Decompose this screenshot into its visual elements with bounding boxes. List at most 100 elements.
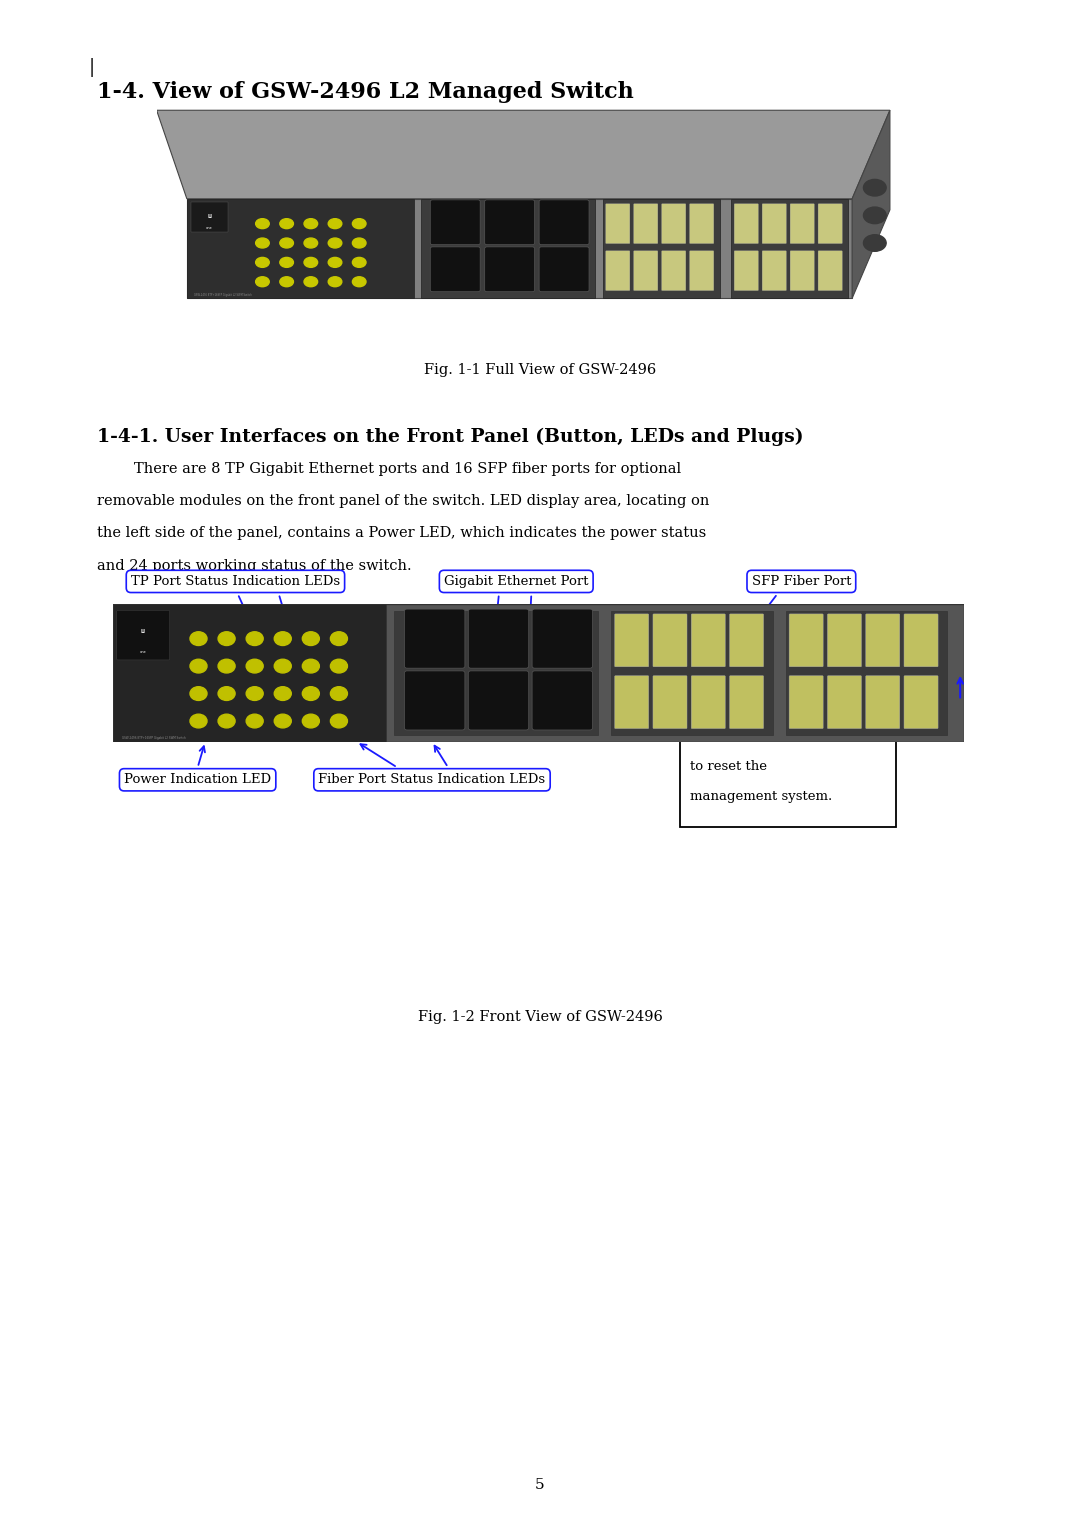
Circle shape	[305, 276, 318, 287]
FancyBboxPatch shape	[690, 204, 714, 244]
FancyBboxPatch shape	[532, 609, 593, 668]
Circle shape	[328, 276, 341, 287]
Circle shape	[352, 258, 366, 267]
Text: Fig. 1-2 Front View of GSW-2496: Fig. 1-2 Front View of GSW-2496	[418, 1010, 662, 1024]
FancyBboxPatch shape	[904, 676, 939, 728]
FancyBboxPatch shape	[789, 613, 823, 667]
FancyBboxPatch shape	[485, 200, 535, 244]
FancyBboxPatch shape	[762, 250, 786, 290]
FancyBboxPatch shape	[680, 690, 896, 827]
Text: one: one	[206, 226, 213, 229]
Circle shape	[256, 238, 269, 249]
FancyBboxPatch shape	[662, 204, 686, 244]
Circle shape	[330, 687, 348, 700]
FancyBboxPatch shape	[117, 610, 170, 659]
Text: Power Indication LED: Power Indication LED	[124, 774, 271, 786]
FancyBboxPatch shape	[113, 604, 386, 742]
Circle shape	[302, 632, 320, 645]
FancyBboxPatch shape	[866, 613, 900, 667]
FancyBboxPatch shape	[789, 676, 823, 728]
Circle shape	[302, 714, 320, 728]
Circle shape	[246, 714, 264, 728]
FancyBboxPatch shape	[539, 200, 589, 244]
Text: GSW-2496 8TP+16SFP Gigabit L2 SWM Switch: GSW-2496 8TP+16SFP Gigabit L2 SWM Switch	[194, 293, 253, 296]
Circle shape	[280, 276, 294, 287]
Polygon shape	[157, 110, 890, 198]
FancyBboxPatch shape	[606, 204, 630, 244]
Text: one: one	[140, 650, 147, 655]
Circle shape	[280, 238, 294, 249]
Circle shape	[256, 218, 269, 229]
Text: Fiber Port Status Indication LEDs: Fiber Port Status Indication LEDs	[319, 774, 545, 786]
FancyBboxPatch shape	[615, 676, 649, 728]
FancyBboxPatch shape	[653, 613, 687, 667]
Circle shape	[246, 632, 264, 645]
FancyBboxPatch shape	[762, 204, 786, 244]
FancyBboxPatch shape	[532, 671, 593, 729]
Text: 1-4-1. User Interfaces on the Front Panel (Button, LEDs and Plugs): 1-4-1. User Interfaces on the Front Pane…	[97, 427, 804, 446]
FancyBboxPatch shape	[662, 250, 686, 290]
Circle shape	[352, 276, 366, 287]
Text: Fig. 1-1 Full View of GSW-2496: Fig. 1-1 Full View of GSW-2496	[423, 363, 657, 377]
FancyBboxPatch shape	[430, 200, 481, 244]
FancyBboxPatch shape	[191, 201, 229, 232]
Circle shape	[218, 632, 235, 645]
FancyBboxPatch shape	[615, 613, 649, 667]
Circle shape	[330, 632, 348, 645]
FancyBboxPatch shape	[904, 613, 939, 667]
FancyBboxPatch shape	[730, 676, 764, 728]
FancyBboxPatch shape	[634, 204, 658, 244]
Text: SFP Fiber Port: SFP Fiber Port	[752, 575, 851, 588]
Circle shape	[328, 258, 341, 267]
Text: removable modules on the front panel of the switch. LED display area, locating o: removable modules on the front panel of …	[97, 494, 710, 508]
FancyBboxPatch shape	[653, 676, 687, 728]
FancyBboxPatch shape	[827, 613, 862, 667]
Circle shape	[352, 238, 366, 249]
FancyBboxPatch shape	[827, 676, 862, 728]
Circle shape	[218, 687, 235, 700]
Circle shape	[256, 276, 269, 287]
FancyBboxPatch shape	[786, 610, 947, 736]
Circle shape	[190, 687, 207, 700]
Text: to reset the: to reset the	[690, 760, 767, 774]
FancyBboxPatch shape	[791, 250, 814, 290]
FancyBboxPatch shape	[539, 247, 589, 291]
Text: and 24 ports working status of the switch.: and 24 ports working status of the switc…	[97, 559, 411, 572]
FancyBboxPatch shape	[430, 247, 481, 291]
Text: LI: LI	[140, 629, 146, 635]
FancyBboxPatch shape	[404, 609, 464, 668]
FancyBboxPatch shape	[469, 609, 529, 668]
FancyBboxPatch shape	[730, 613, 764, 667]
Polygon shape	[852, 110, 890, 299]
Text: GSW-2496 8TP+16SFP Gigabit L2 SWM Switch: GSW-2496 8TP+16SFP Gigabit L2 SWM Switch	[122, 736, 186, 740]
Text: RESET Button:: RESET Button:	[690, 705, 801, 719]
FancyBboxPatch shape	[404, 671, 464, 729]
Circle shape	[302, 687, 320, 700]
Circle shape	[864, 208, 887, 224]
Circle shape	[305, 218, 318, 229]
Text: There are 8 TP Gigabit Ethernet ports and 16 SFP fiber ports for optional: There are 8 TP Gigabit Ethernet ports an…	[97, 462, 681, 476]
FancyBboxPatch shape	[691, 613, 726, 667]
Circle shape	[864, 180, 887, 195]
Circle shape	[274, 632, 292, 645]
Circle shape	[274, 659, 292, 673]
Circle shape	[328, 218, 341, 229]
Circle shape	[280, 258, 294, 267]
FancyBboxPatch shape	[421, 198, 595, 299]
FancyBboxPatch shape	[734, 204, 758, 244]
FancyBboxPatch shape	[734, 250, 758, 290]
FancyBboxPatch shape	[731, 198, 849, 299]
FancyBboxPatch shape	[469, 671, 529, 729]
Text: |: |	[89, 58, 95, 76]
Circle shape	[305, 238, 318, 249]
FancyBboxPatch shape	[485, 247, 535, 291]
Circle shape	[274, 714, 292, 728]
FancyBboxPatch shape	[113, 604, 964, 742]
Circle shape	[256, 258, 269, 267]
FancyBboxPatch shape	[791, 204, 814, 244]
Circle shape	[330, 659, 348, 673]
Text: Gigabit Ethernet Port: Gigabit Ethernet Port	[444, 575, 589, 588]
Text: the left side of the panel, contains a Power LED, which indicates the power stat: the left side of the panel, contains a P…	[97, 526, 706, 540]
Circle shape	[246, 687, 264, 700]
Text: 1-4. View of GSW-2496 L2 Managed Switch: 1-4. View of GSW-2496 L2 Managed Switch	[97, 81, 634, 102]
